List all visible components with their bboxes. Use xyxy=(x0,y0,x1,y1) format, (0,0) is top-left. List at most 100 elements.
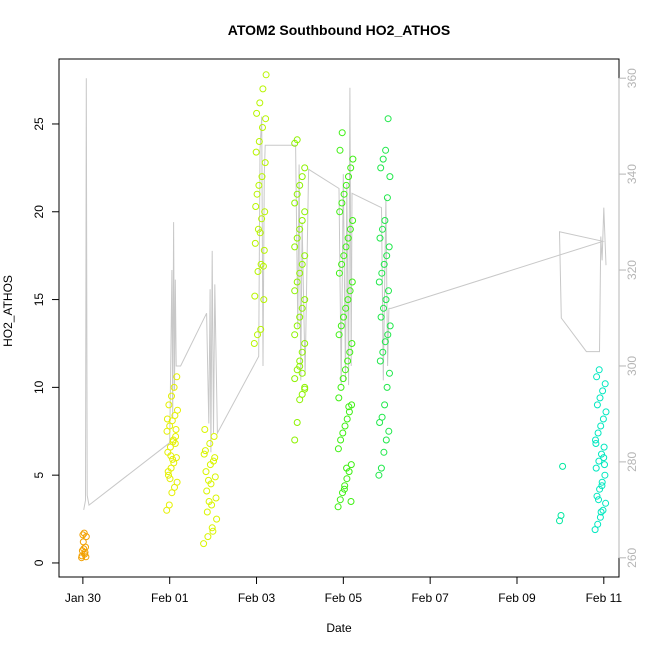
data-point xyxy=(291,199,299,207)
data-point xyxy=(345,173,352,181)
data-point xyxy=(254,268,262,275)
data-point xyxy=(81,548,89,556)
data-point xyxy=(600,443,608,451)
data-point xyxy=(293,419,301,426)
data-point xyxy=(296,181,304,189)
data-point xyxy=(337,436,345,444)
data-point xyxy=(345,403,353,411)
data-point xyxy=(169,455,177,463)
data-point xyxy=(382,436,390,444)
data-point xyxy=(291,436,299,444)
data-point xyxy=(594,520,602,528)
data-point xyxy=(559,462,567,470)
data-point xyxy=(203,508,211,516)
data-point xyxy=(381,338,389,346)
data-point xyxy=(173,478,181,486)
data-point xyxy=(602,408,610,416)
data-point xyxy=(256,99,264,107)
data-point xyxy=(204,533,212,541)
data-point xyxy=(256,229,264,237)
data-point xyxy=(338,129,346,137)
data-point xyxy=(340,485,348,493)
data-point xyxy=(344,357,352,365)
data-point xyxy=(339,429,347,437)
data-point xyxy=(599,415,607,423)
data-point xyxy=(293,190,301,198)
data-point xyxy=(338,199,346,207)
y-axis-right: 260 280 300 320 340 360 xyxy=(618,68,639,568)
data-point xyxy=(375,471,383,479)
data-point xyxy=(165,501,173,509)
data-point xyxy=(209,527,217,535)
data-point xyxy=(334,503,342,511)
data-point xyxy=(255,181,263,189)
data-point xyxy=(206,440,214,447)
data-point xyxy=(386,322,394,330)
data-point xyxy=(376,357,384,365)
data-point xyxy=(298,173,306,181)
data-point xyxy=(291,243,299,251)
data-point xyxy=(203,487,211,495)
data-point xyxy=(296,357,304,365)
data-point xyxy=(340,313,347,321)
data-point xyxy=(164,468,172,476)
data-point xyxy=(301,208,309,216)
data-point xyxy=(339,375,347,383)
data-point xyxy=(334,445,342,453)
data-point xyxy=(344,234,352,242)
data-point xyxy=(80,545,88,553)
data-point xyxy=(377,313,385,321)
x-tick-label: Feb 11 xyxy=(586,591,623,605)
data-point xyxy=(336,146,344,154)
data-point xyxy=(340,252,348,260)
data-point xyxy=(82,533,90,541)
data-point xyxy=(298,348,306,356)
data-point xyxy=(379,225,386,233)
data-point xyxy=(201,447,209,455)
data-point xyxy=(251,292,259,300)
data-point xyxy=(600,454,608,462)
data-point xyxy=(253,109,261,117)
data-point xyxy=(557,512,565,519)
data-point xyxy=(596,394,604,402)
data-point xyxy=(602,499,610,507)
data-point xyxy=(346,348,354,356)
data-point xyxy=(601,471,609,479)
data-point xyxy=(595,457,603,465)
data-point xyxy=(172,426,180,433)
data-point xyxy=(298,369,306,377)
data-point xyxy=(384,331,392,339)
data-point xyxy=(210,457,217,465)
data-point xyxy=(172,433,180,440)
y-right-tick-label: 300 xyxy=(625,356,639,376)
data-point xyxy=(259,85,267,93)
data-point xyxy=(601,461,608,469)
data-point xyxy=(592,436,599,444)
data-point xyxy=(342,243,350,251)
data-point xyxy=(378,413,386,421)
data-point xyxy=(341,422,349,430)
data-point xyxy=(595,366,603,374)
data-point xyxy=(599,506,607,514)
data-point xyxy=(376,234,384,242)
data-point xyxy=(165,401,173,409)
data-point xyxy=(257,260,265,268)
data-point xyxy=(335,269,343,277)
data-point xyxy=(201,426,209,433)
x-tick-label: Feb 07 xyxy=(411,591,449,605)
data-point xyxy=(298,260,306,268)
data-point xyxy=(301,164,309,172)
data-point xyxy=(385,287,392,295)
data-point xyxy=(382,296,390,304)
data-point xyxy=(163,427,171,435)
data-point xyxy=(335,331,343,339)
data-point xyxy=(296,362,304,370)
data-point xyxy=(348,278,356,286)
altitude-line-layer xyxy=(83,78,607,510)
data-point xyxy=(598,450,605,458)
x-tick-label: Feb 03 xyxy=(238,591,276,605)
data-point xyxy=(342,304,350,312)
y-right-tick-label: 340 xyxy=(625,164,639,184)
data-point xyxy=(341,366,349,374)
